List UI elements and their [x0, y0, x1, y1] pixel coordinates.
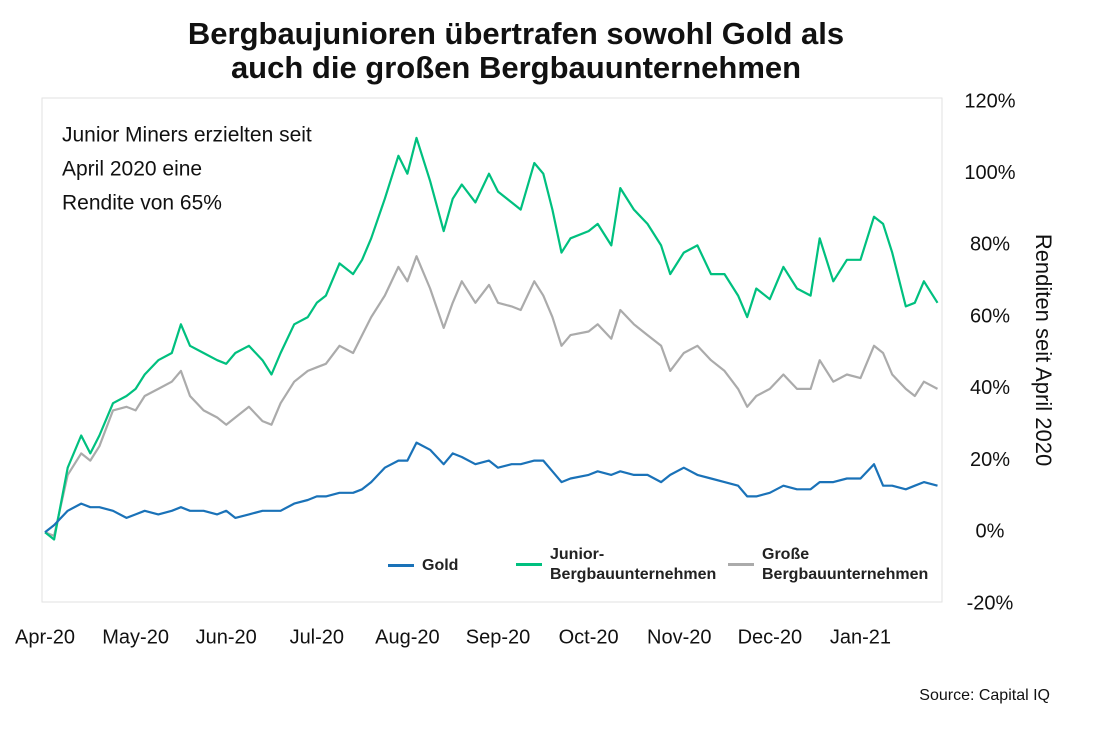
y-axis-label: Renditen seit April 2020	[1031, 234, 1056, 466]
x-tick-label: Jan-21	[830, 626, 891, 648]
legend-swatch	[728, 563, 754, 566]
x-tick-label: Jul-20	[290, 626, 344, 648]
series-line	[44, 136, 939, 541]
y-tick-label: -20%	[967, 592, 1014, 614]
x-tick-label: Aug-20	[375, 626, 440, 648]
series-line	[44, 255, 939, 537]
y-tick-label: 40%	[970, 377, 1010, 399]
plot-frame	[41, 97, 943, 603]
x-tick-label: Nov-20	[647, 626, 711, 648]
x-tick-label: Sep-20	[466, 626, 531, 648]
y-tick-label: 20%	[970, 449, 1010, 471]
chart-title: Bergbaujunioren übertrafen sowohl Gold a…	[188, 16, 844, 51]
legend-swatch	[516, 563, 542, 566]
y-tick-label: 100%	[964, 162, 1015, 184]
legend-swatch	[388, 564, 414, 567]
chart-title: auch die großen Bergbauunternehmen	[231, 50, 801, 85]
y-tick-label: 60%	[970, 305, 1010, 327]
legend-label: Junior- Bergbauunternehmen	[550, 546, 717, 583]
x-tick-label: Jun-20	[196, 626, 257, 648]
legend-label: Gold	[422, 557, 459, 574]
source: Source: Capital IQ	[919, 687, 1050, 704]
series-line	[44, 441, 938, 534]
legend-label: Große Bergbauunternehmen	[762, 546, 929, 583]
x-tick-label: May-20	[102, 626, 169, 648]
y-tick-label: 0%	[976, 521, 1005, 543]
x-tick-label: Dec-20	[738, 626, 802, 648]
x-tick-label: Oct-20	[559, 626, 619, 648]
y-tick-label: 80%	[970, 234, 1010, 256]
y-tick-label: 120%	[964, 90, 1015, 112]
x-tick-label: Apr-20	[15, 626, 75, 648]
annotation: April 2020 eine	[62, 158, 202, 181]
annotation: Rendite von 65%	[62, 192, 222, 215]
annotation: Junior Miners erzielten seit	[62, 124, 312, 147]
